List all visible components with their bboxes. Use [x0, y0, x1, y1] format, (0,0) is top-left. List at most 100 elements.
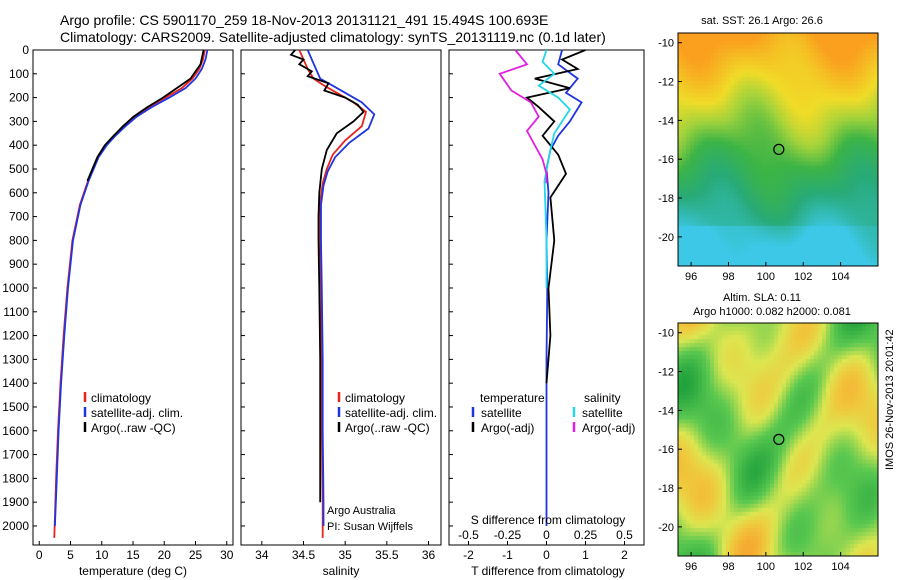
map-cell [694, 157, 699, 162]
map-cell [742, 85, 747, 90]
map-cell [814, 407, 819, 412]
map-cell [846, 257, 851, 263]
map-cell [730, 407, 735, 412]
map-cell [846, 201, 851, 207]
map-cell [806, 53, 811, 58]
map-cell [854, 351, 859, 356]
map-cell [870, 249, 875, 255]
map-cell [798, 399, 803, 404]
map-cell [806, 185, 811, 191]
map-cell [806, 225, 811, 231]
map-cell [698, 419, 703, 424]
map-cell [834, 153, 839, 158]
map-cell [738, 61, 743, 66]
map-cell [714, 97, 719, 102]
map-cell [718, 45, 723, 50]
map-cell [730, 205, 735, 211]
map-cell [702, 201, 707, 207]
map-cell [758, 439, 763, 444]
map-cell [694, 61, 699, 66]
map-cell [678, 149, 683, 154]
map-cell [706, 173, 711, 179]
map-cell [842, 383, 847, 388]
map-cell [838, 33, 843, 38]
map-cell [782, 197, 787, 203]
map-cell [694, 105, 699, 110]
map-cell [742, 185, 747, 191]
map-cell [858, 467, 863, 473]
map-cell [770, 415, 775, 420]
map-cell [854, 327, 859, 332]
map-cell [774, 355, 779, 360]
map-cell [790, 245, 795, 251]
map-cell [758, 213, 763, 219]
map-cell [818, 419, 823, 424]
map-cell [850, 407, 855, 412]
map-cell [846, 245, 851, 251]
map-cell [738, 359, 743, 364]
map-cell [810, 53, 815, 58]
map-cell [694, 149, 699, 154]
map-cell [778, 375, 783, 380]
y-tick-label: 1200 [2, 329, 29, 343]
map-cell [874, 101, 879, 106]
map-cell [802, 355, 807, 360]
map-cell [830, 49, 835, 54]
map-cell [778, 85, 783, 90]
map-cell [762, 217, 767, 223]
map-cell [858, 233, 863, 239]
map-cell [734, 383, 739, 388]
map-cell [710, 347, 715, 352]
map-cell [858, 463, 863, 469]
map-cell [754, 347, 759, 352]
map-cell [730, 117, 735, 122]
map-cell [774, 451, 779, 456]
map-cell [730, 153, 735, 158]
map-cell [870, 89, 875, 94]
map-cell [742, 101, 747, 106]
map-cell [846, 73, 851, 78]
map-cell [690, 395, 695, 400]
map-cell [846, 177, 851, 183]
map-cell [798, 463, 803, 469]
map-cell [858, 213, 863, 219]
map-cell [794, 439, 799, 444]
map-cell [766, 129, 771, 134]
map-cell [758, 245, 763, 251]
map-cell [870, 419, 875, 424]
map-cell [842, 241, 847, 247]
map-cell [726, 133, 731, 138]
map-cell [738, 97, 743, 102]
map-cell [698, 467, 703, 473]
map-cell [822, 129, 827, 134]
map-cell [842, 133, 847, 138]
map-cell [866, 113, 871, 118]
map-cell [802, 419, 807, 424]
map-cell [814, 53, 819, 58]
map-cell [714, 455, 719, 460]
map-cell [794, 101, 799, 106]
map-cell [782, 113, 787, 118]
map-cell [874, 205, 879, 211]
map-cell [750, 89, 755, 94]
map-cell [826, 407, 831, 412]
map-cell [718, 399, 723, 404]
map-cell [714, 411, 719, 416]
map-cell [742, 225, 747, 231]
map-cell [750, 379, 755, 384]
map-cell [738, 363, 743, 368]
map-cell [678, 141, 683, 146]
map-cell [858, 61, 863, 66]
map-cell [714, 359, 719, 364]
map-cell [766, 427, 771, 432]
map-cell [866, 133, 871, 138]
map-cell [742, 463, 747, 469]
map-cell [798, 225, 803, 231]
map-cell [702, 331, 707, 336]
map-cell [750, 205, 755, 211]
map-cell [730, 129, 735, 134]
map-cell [794, 141, 799, 146]
map-cell [710, 395, 715, 400]
map-cell [786, 403, 791, 408]
map-cell [862, 177, 867, 183]
